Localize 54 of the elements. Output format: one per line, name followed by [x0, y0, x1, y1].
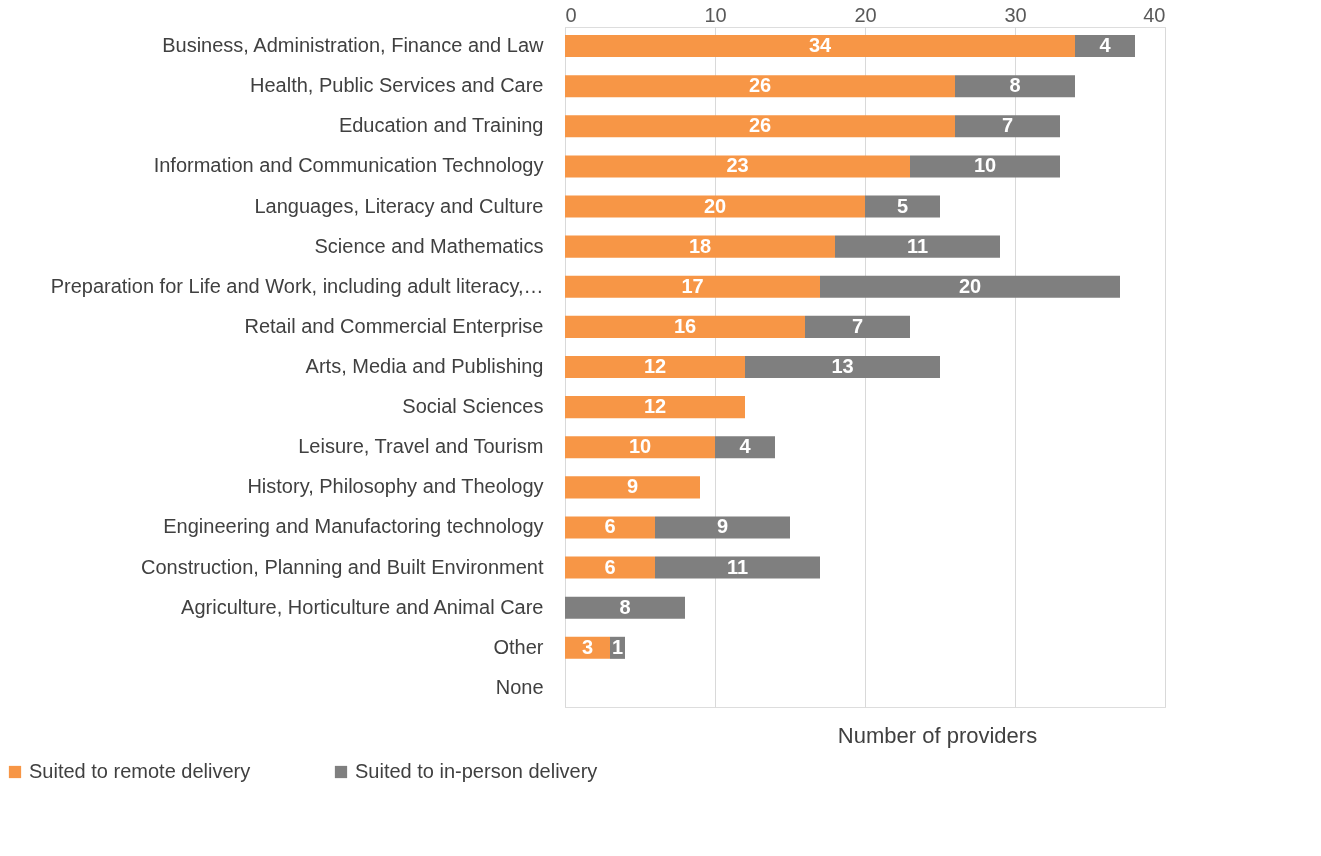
data-label: 12 — [643, 395, 667, 418]
x-tick-label: 30 — [1004, 3, 1027, 26]
data-label: 20 — [703, 194, 727, 217]
y-tick-label: Engineering and Manufactoring technology — [163, 515, 544, 538]
data-label: 18 — [688, 234, 712, 257]
y-tick-label: Social Sciences — [402, 395, 544, 418]
y-tick-label: Agriculture, Horticulture and Animal Care — [181, 595, 544, 618]
data-label: 9 — [716, 515, 729, 538]
data-label: 6 — [604, 555, 616, 578]
x-tick-label: 10 — [704, 3, 727, 26]
legend-label: Suited to in-person delivery — [355, 760, 598, 782]
y-tick-label: Health, Public Services and Care — [250, 74, 544, 97]
data-label: 9 — [626, 475, 639, 498]
data-label: 8 — [1009, 74, 1021, 97]
data-label: 4 — [739, 435, 752, 458]
data-label: 12 — [643, 355, 667, 377]
y-tick-label: Languages, Literacy and Culture — [254, 194, 544, 217]
y-tick-label: Leisure, Travel and Tourism — [298, 435, 544, 458]
y-tick-label: Preparation for Life and Work, including adult literacy,… — [50, 274, 544, 297]
data-label: 7 — [851, 314, 864, 337]
data-label: 7 — [1001, 114, 1014, 137]
x-tick-label: 0 — [565, 3, 577, 26]
data-label: 13 — [831, 355, 854, 377]
data-label: 11 — [906, 234, 929, 257]
y-tick-label: Education and Training — [338, 114, 544, 137]
data-label: 1 — [611, 635, 624, 658]
data-label: 6 — [604, 515, 616, 538]
y-tick-label: History, Philosophy and Theology — [247, 475, 544, 498]
data-label: 3 — [581, 635, 594, 658]
y-tick-label: Information and Communication Technology — [153, 154, 544, 177]
data-label: 20 — [958, 274, 982, 297]
data-label: 5 — [896, 194, 909, 217]
x-tick-label: 20 — [854, 3, 877, 26]
data-label: 4 — [1099, 34, 1112, 57]
y-tick-label: Business, Administration, Finance and Law — [162, 34, 545, 57]
data-label: 11 — [726, 555, 749, 578]
data-label: 23 — [726, 154, 749, 177]
data-label: 17 — [681, 274, 704, 297]
y-tick-label: Arts, Media and Publishing — [305, 355, 544, 377]
data-label: 16 — [673, 314, 697, 337]
y-tick-label: Construction, Planning and Built Environment — [141, 555, 544, 578]
legend-label: Suited to remote delivery — [29, 760, 251, 782]
x-tick-label: 40 — [1143, 3, 1166, 26]
data-label: 8 — [619, 595, 631, 618]
y-tick-label: Retail and Commercial Enterprise — [244, 314, 544, 337]
y-tick-label: None — [495, 675, 544, 698]
data-label: 10 — [628, 435, 652, 458]
data-label: 26 — [748, 114, 772, 137]
y-tick-label: Science and Mathematics — [314, 234, 544, 257]
data-label: 34 — [808, 34, 832, 57]
x-axis-title: Number of providers — [837, 722, 1038, 748]
y-tick-label: Other — [493, 635, 544, 658]
data-label: 10 — [973, 154, 997, 177]
data-label: 26 — [748, 74, 772, 97]
